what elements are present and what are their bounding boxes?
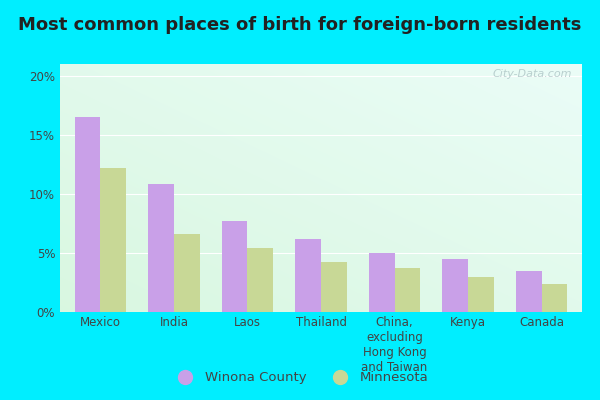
Bar — [321, 262, 347, 312]
Bar — [516, 271, 542, 312]
Bar — [174, 234, 200, 312]
Bar — [542, 284, 567, 312]
Bar — [148, 184, 174, 312]
Bar — [395, 268, 420, 312]
Bar — [442, 259, 468, 312]
Text: City-Data.com: City-Data.com — [492, 69, 572, 79]
Bar — [75, 117, 100, 312]
Legend: Winona County, Minnesota: Winona County, Minnesota — [167, 366, 433, 390]
Bar — [468, 276, 494, 312]
Bar — [369, 253, 395, 312]
Bar — [295, 239, 321, 312]
Bar — [247, 248, 273, 312]
Text: Most common places of birth for foreign-born residents: Most common places of birth for foreign-… — [19, 16, 581, 34]
Bar — [222, 221, 247, 312]
Bar — [100, 168, 126, 312]
